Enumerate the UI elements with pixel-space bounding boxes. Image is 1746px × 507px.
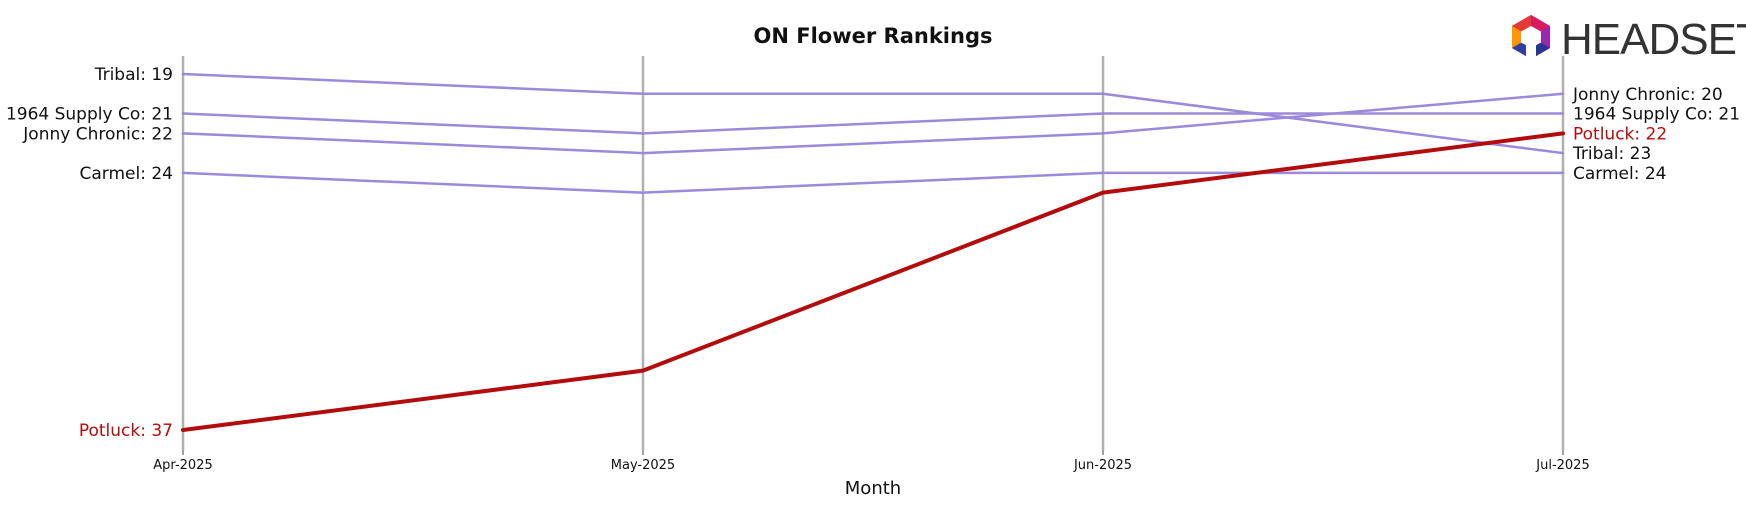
chart-title: ON Flower Rankings xyxy=(754,24,993,48)
series-labels: Tribal: 19 Tribal: 23 1964 Supply Co: 21 19… xyxy=(6,65,1740,441)
start-label-potluck: Potluck: 37 xyxy=(79,421,173,441)
x-axis: Apr-2025 May-2025 Jun-2025 Jul-2025 xyxy=(153,450,1590,473)
end-label-jonny-chronic: Jonny Chronic: 20 xyxy=(1572,85,1723,105)
end-label-tribal: Tribal: 23 xyxy=(1572,144,1651,164)
x-tick-label-Apr-2025: Apr-2025 xyxy=(153,458,212,473)
gridlines xyxy=(181,56,1565,450)
x-tick-label-Jun-2025: Jun-2025 xyxy=(1073,458,1132,473)
series-line-tribal xyxy=(181,72,1565,155)
series-line-potluck xyxy=(181,131,1565,432)
start-label-carmel: Carmel: 24 xyxy=(80,164,173,184)
end-label-potluck: Potluck: 22 xyxy=(1573,124,1667,144)
headset-logo-icon xyxy=(1512,15,1550,61)
series-lines xyxy=(181,72,1565,432)
end-label-1964-supply-co: 1964 Supply Co: 21 xyxy=(1573,105,1740,125)
logo-text: HEADSET xyxy=(1561,15,1746,64)
series-line-carmel xyxy=(181,171,1565,194)
series-line-1964-supply-co xyxy=(181,112,1565,135)
end-label-carmel: Carmel: 24 xyxy=(1573,164,1666,184)
x-tick-label-May-2025: May-2025 xyxy=(611,458,675,473)
logo: HEADSET xyxy=(1512,15,1746,64)
series-line-jonny-chronic xyxy=(181,92,1565,155)
x-axis-label: Month xyxy=(845,478,901,499)
x-tick-label-Jul-2025: Jul-2025 xyxy=(1535,458,1589,473)
start-label-1964-supply-co: 1964 Supply Co: 21 xyxy=(6,105,173,125)
start-label-tribal: Tribal: 19 xyxy=(94,65,173,85)
start-label-jonny-chronic: Jonny Chronic: 22 xyxy=(22,124,173,144)
